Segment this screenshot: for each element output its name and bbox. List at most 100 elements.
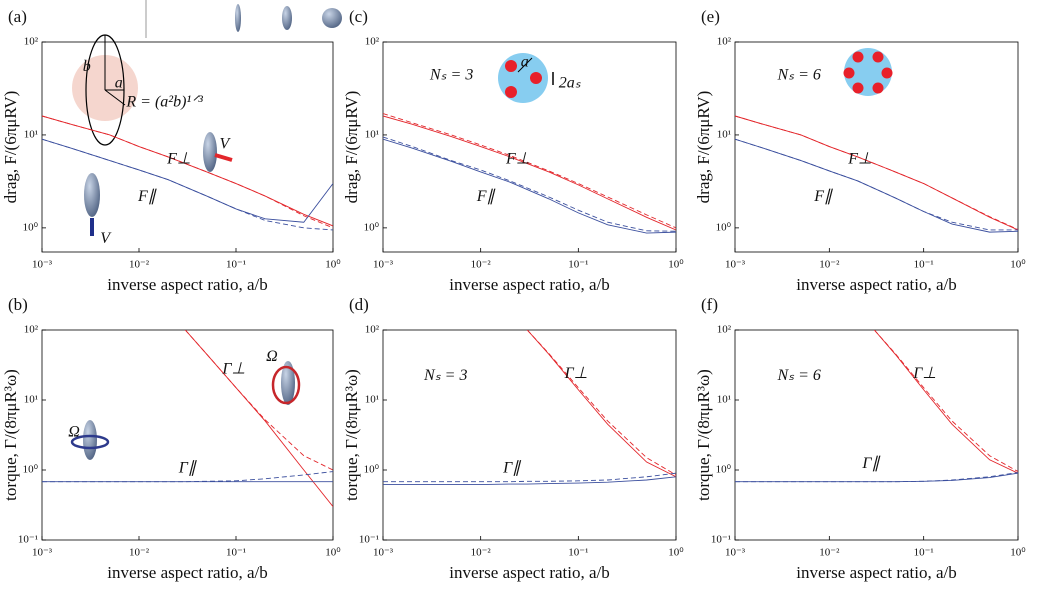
data-line [735, 115, 1018, 231]
data-line [42, 471, 333, 483]
data-line [383, 136, 676, 232]
annotation: F⊥ [847, 150, 872, 167]
x-tick-label: 10⁰ [1010, 259, 1026, 271]
plot-lines [42, 115, 333, 231]
x-tick-label: 10⁻² [129, 547, 150, 559]
data-line [184, 330, 333, 471]
x-axis-label: inverse aspect ratio, a/b [107, 563, 268, 582]
x-tick-label: 10⁻¹ [568, 259, 588, 271]
annotation: a [521, 54, 529, 71]
sphere [872, 82, 884, 94]
y-tick-label: 10⁰ [23, 464, 39, 476]
axes-frame [734, 329, 1019, 541]
x-tick-label: 10⁻³ [32, 547, 53, 559]
plot-lines [383, 113, 676, 234]
y-tick-label: 10² [365, 36, 380, 48]
data-line [42, 115, 333, 227]
data-line [735, 115, 1018, 230]
x-tick-label: 10⁻¹ [226, 259, 246, 271]
annotation: Γ∥ [502, 459, 521, 476]
sphere [505, 60, 517, 72]
x-tick-label: 10⁰ [668, 259, 684, 271]
x-tick-label: 10⁰ [325, 547, 341, 559]
data-line [873, 330, 1018, 474]
shape-icon [235, 4, 241, 32]
rotation-arrow [70, 434, 110, 450]
annotation: Γ∥ [861, 455, 880, 472]
x-tick-label: 10⁻² [129, 259, 150, 271]
panel: 10⁻³ 10⁻² 10⁻¹ 10⁰ 10⁰ 10¹ 10² inverse aspect r… [342, 7, 684, 294]
data-line [42, 115, 333, 229]
decorations [70, 0, 893, 460]
data-line [874, 330, 1018, 472]
annotation: a [115, 75, 123, 92]
data-line [383, 476, 676, 485]
annotation: F⊥ [166, 150, 191, 167]
panel: 10⁻³ 10⁻² 10⁻¹ 10⁰ 10⁰ 10¹ 10² inverse aspect r… [1, 7, 341, 294]
y-axis-label: drag, F/(6πμRV) [694, 91, 713, 204]
axes-frame [734, 41, 1019, 253]
panel: 10⁻³ 10⁻² 10⁻¹ 10⁰ 10⁻¹ 10⁰ 10¹ 10² inverse aspe… [694, 295, 1026, 582]
sphere [530, 72, 542, 84]
x-tick-label: 10⁰ [668, 547, 684, 559]
annotation: Nₛ = 6 [776, 367, 820, 384]
y-tick-label: 10⁰ [23, 221, 39, 233]
sphere [505, 86, 517, 98]
y-tick-label: 10⁻¹ [18, 534, 38, 546]
y-tick-label: 10¹ [365, 128, 379, 140]
x-tick-label: 10⁻³ [373, 547, 394, 559]
y-tick-label: 10¹ [717, 394, 731, 406]
panel-label: (a) [8, 7, 27, 26]
data-line [383, 472, 676, 483]
data-line [735, 472, 1018, 483]
x-tick-label: 10⁻¹ [568, 547, 588, 559]
particle-icon [84, 173, 100, 217]
annotation: Nₛ = 3 [429, 66, 473, 83]
axes-frame [382, 41, 677, 253]
x-tick-label: 10⁻¹ [226, 547, 246, 559]
data-line [735, 472, 1018, 483]
sphere [872, 51, 884, 63]
sphere [852, 51, 864, 63]
sphere [881, 67, 893, 79]
shape-icon [322, 8, 342, 28]
x-axis-label: inverse aspect ratio, a/b [449, 563, 610, 582]
x-tick-label: 10⁻¹ [914, 259, 934, 271]
annotation: Ω [68, 424, 80, 441]
x-tick-label: 10⁻³ [725, 259, 746, 271]
y-tick-label: 10² [717, 324, 732, 336]
annotation: Γ∥ [178, 459, 197, 476]
y-tick-label: 10⁰ [716, 464, 732, 476]
plot-lines [383, 330, 676, 485]
annotation: F∥ [813, 188, 833, 205]
radius [104, 89, 126, 106]
particle-icon [281, 361, 295, 405]
x-tick-label: 10⁻¹ [914, 547, 934, 559]
annotation: Γ⊥ [912, 365, 936, 382]
axes-frame [382, 329, 677, 541]
y-axis-label: drag, F/(6πμRV) [342, 91, 361, 204]
x-tick-label: 10⁰ [325, 259, 341, 271]
panel-label: (b) [8, 295, 28, 314]
plot-lines [735, 115, 1018, 233]
x-tick-label: 10⁻² [471, 547, 492, 559]
data-line [735, 138, 1018, 231]
sphere [852, 82, 864, 94]
x-axis-label: inverse aspect ratio, a/b [796, 563, 957, 582]
y-tick-label: 10² [24, 324, 39, 336]
annotation: Nₛ = 6 [776, 66, 820, 83]
y-tick-label: 10¹ [24, 394, 38, 406]
y-tick-label: 10² [365, 324, 380, 336]
velocity-arrow [214, 153, 233, 162]
y-tick-label: 10⁰ [716, 221, 732, 233]
data-line [383, 115, 676, 231]
data-line [526, 330, 676, 478]
panel-label: (d) [349, 295, 369, 314]
y-tick-label: 10² [717, 36, 732, 48]
annotation: 2aₛ [559, 75, 582, 92]
annotation: Ω [266, 348, 278, 365]
y-tick-label: 10¹ [24, 128, 38, 140]
annotation: V [100, 230, 112, 247]
